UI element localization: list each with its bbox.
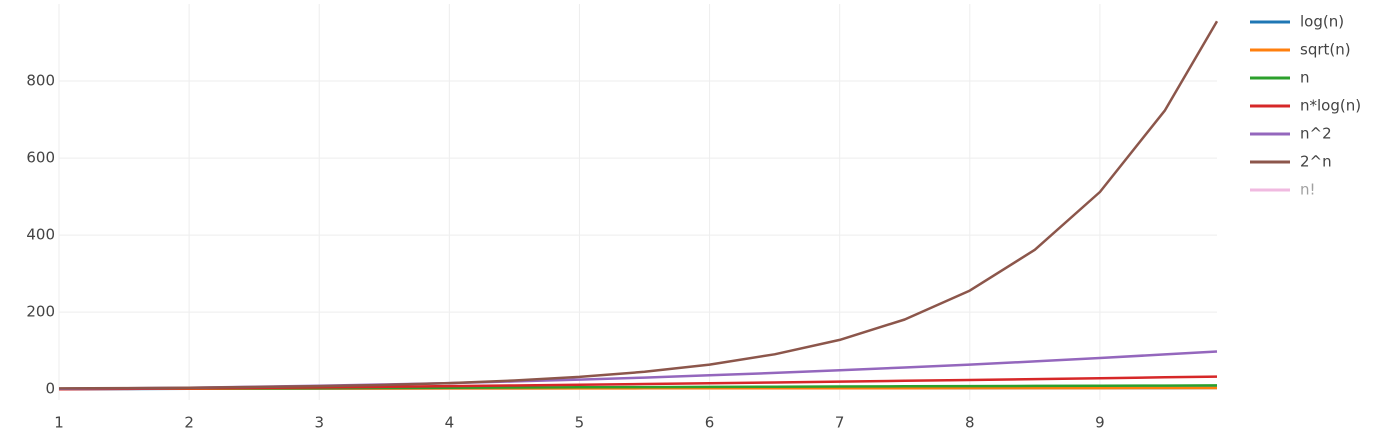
legend-item[interactable]: log(n): [1250, 13, 1344, 31]
y-tick-label: 200: [26, 303, 55, 321]
y-tick-label: 800: [26, 72, 55, 90]
x-tick-label: 3: [314, 414, 324, 432]
x-tick-label: 6: [705, 414, 715, 432]
legend-label: sqrt(n): [1300, 41, 1351, 59]
legend-label: n^2: [1300, 125, 1332, 143]
series-line: [58, 20, 1219, 390]
x-tick-label: 2: [184, 414, 194, 432]
legend-label: n: [1300, 69, 1310, 87]
x-tick-label: 5: [575, 414, 585, 432]
x-tick-label: 4: [445, 414, 455, 432]
legend-item[interactable]: n*log(n): [1250, 97, 1361, 115]
legend-item[interactable]: n!: [1250, 181, 1316, 199]
legend-item[interactable]: sqrt(n): [1250, 41, 1351, 59]
legend-item[interactable]: n^2: [1250, 125, 1332, 143]
y-tick-label: 0: [45, 380, 55, 398]
legend-label: n!: [1300, 181, 1316, 199]
y-tick-label: 400: [26, 226, 55, 244]
y-tick-label: 600: [26, 149, 55, 167]
legend-label: log(n): [1300, 13, 1344, 31]
x-tick-label: 8: [965, 414, 975, 432]
legend-item[interactable]: 2^n: [1250, 153, 1332, 171]
legend-label: 2^n: [1300, 153, 1332, 171]
legend-label: n*log(n): [1300, 97, 1361, 115]
x-tick-label: 9: [1095, 414, 1105, 432]
x-tick-label: 1: [54, 414, 64, 432]
legend-item[interactable]: n: [1250, 69, 1310, 87]
x-tick-label: 7: [835, 414, 845, 432]
